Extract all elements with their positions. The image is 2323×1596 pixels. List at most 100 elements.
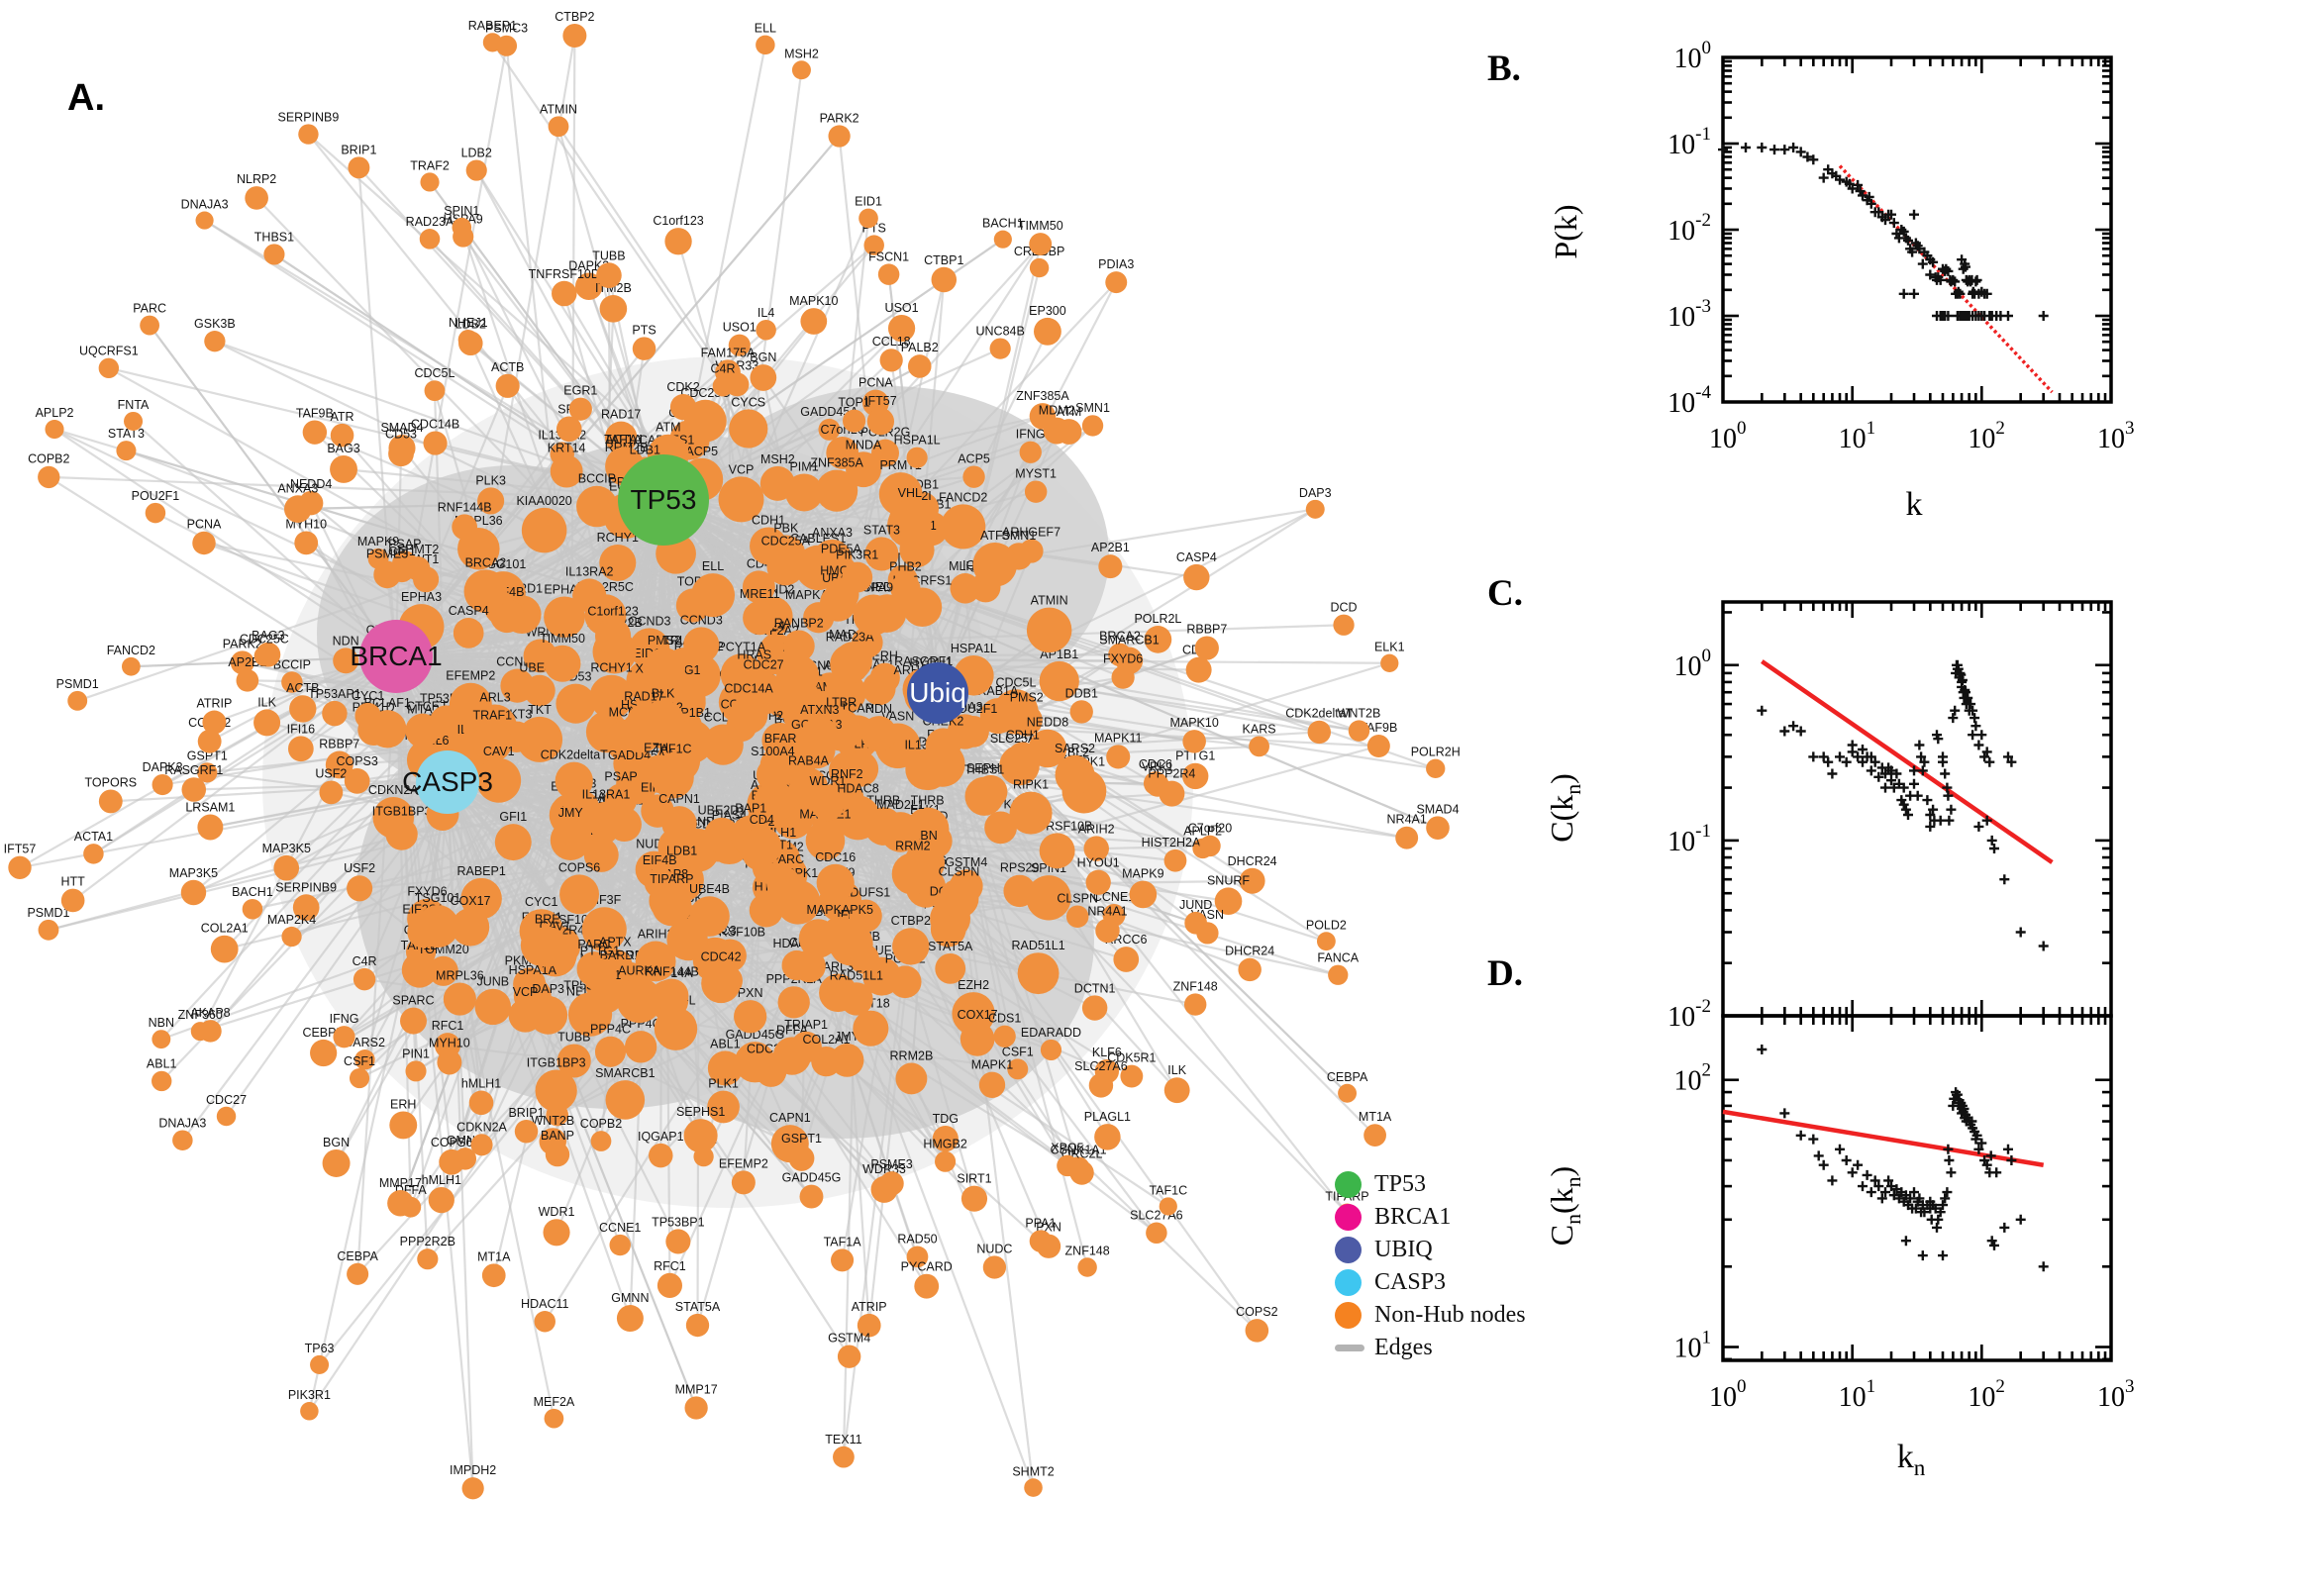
network-node	[1019, 441, 1042, 463]
network-node-label: APLP2	[1183, 825, 1222, 839]
network-node-label: CYC1	[525, 895, 557, 909]
network-node	[216, 1106, 237, 1127]
network-edge	[92, 655, 397, 855]
network-node	[857, 1313, 881, 1338]
network-edge	[394, 46, 508, 657]
network-node-label: PLK3	[475, 473, 506, 487]
network-node-label: CDC5L	[995, 675, 1036, 689]
network-node	[322, 1148, 351, 1177]
scatter-points	[1718, 143, 2049, 321]
network-edge	[447, 1044, 574, 1062]
network-node-label: IMPDH2	[450, 1463, 496, 1477]
tick-label: 103	[2097, 1376, 2135, 1413]
network-node	[960, 1022, 995, 1056]
legend-item-brca1: BRCA1	[1335, 1201, 1563, 1234]
network-node-label: RAD23A	[406, 215, 454, 229]
panel-label-b: B.	[1487, 49, 1521, 89]
network-node-label: COX17	[958, 1008, 998, 1022]
network-node-label: NBN	[149, 1016, 174, 1030]
network-node	[556, 683, 596, 724]
network-node	[685, 1313, 710, 1338]
network-node-label: SPARC	[392, 994, 434, 1008]
legend-label: BRCA1	[1374, 1204, 1452, 1230]
network-node-label: GSTM4	[945, 855, 987, 869]
network-node-label: BGN	[323, 1136, 350, 1149]
network-edge	[936, 244, 1042, 694]
network-edge	[308, 781, 450, 1412]
tick-label: 10-1	[1667, 821, 1711, 857]
plot-frame	[1721, 55, 2113, 404]
panel-label-a: A.	[67, 77, 105, 119]
network-node-label: STAT5A	[675, 1300, 721, 1314]
node-swatch-icon	[1335, 1171, 1362, 1198]
network-node	[287, 736, 314, 762]
network-node-label: ATM	[1057, 405, 1081, 419]
network-node-label: IFI16	[287, 722, 316, 736]
network-node-label: hMLH1	[422, 1173, 461, 1187]
network-node-label: HYOU1	[1077, 856, 1120, 870]
legend-item-non-hub-nodes: Non-Hub nodes	[1335, 1299, 1563, 1332]
axis-label: P(k)	[1548, 204, 1583, 258]
panel-label-c: C.	[1487, 573, 1523, 614]
network-node	[800, 308, 828, 335]
network-node-label: RBBP7	[319, 738, 359, 751]
network-node	[1039, 660, 1079, 702]
network-node	[863, 235, 884, 255]
network-node-label: ZNF148	[1173, 979, 1218, 993]
figure-legend: TP53 BRCA1 UBIQ CASP3 Non-Hub nodes Edges	[1335, 1168, 1563, 1364]
network-edge	[478, 548, 773, 633]
network-node-label: COPS6	[431, 1136, 472, 1149]
network-node	[353, 967, 376, 991]
network-node-label: C4R	[353, 954, 377, 968]
network-node	[1017, 952, 1060, 995]
network-node-label: CDC27	[206, 1093, 247, 1107]
network-node	[116, 441, 137, 461]
network-node	[152, 1030, 171, 1049]
network-node	[524, 674, 556, 707]
network-node-label: PCNA	[858, 376, 893, 390]
network-node	[181, 777, 207, 802]
legend-item-edges: Edges	[1335, 1332, 1563, 1364]
network-node	[935, 1150, 957, 1172]
network-node	[1307, 720, 1331, 745]
network-edge	[834, 692, 939, 884]
network-node-label: EFEMP2	[719, 1156, 768, 1170]
network-edge	[358, 646, 792, 1079]
network-node	[347, 875, 373, 902]
axis-label: C(kn​)	[1544, 773, 1585, 843]
network-node-label: BCCIP	[273, 657, 311, 671]
network-node-label: BRCA2	[1099, 630, 1141, 644]
network-node	[122, 656, 141, 676]
network-node-label: NDN	[333, 634, 359, 648]
network-node	[888, 965, 922, 999]
legend-label: Non-Hub nodes	[1374, 1302, 1526, 1328]
network-node-label: RAD17	[601, 408, 641, 422]
network-node	[210, 935, 239, 963]
network-node	[330, 455, 357, 483]
network-node	[428, 1186, 454, 1214]
network-node	[230, 650, 254, 675]
network-edge	[53, 428, 397, 657]
tick-label: 100	[1674, 38, 1712, 74]
network-node-label: HMGB2	[923, 1138, 967, 1151]
network-node-label: COL2A1	[201, 922, 249, 936]
network-node	[347, 1262, 369, 1285]
network-node-label: GFI1	[499, 810, 527, 824]
network-node-label: GADD45G	[726, 1028, 785, 1042]
network-node	[461, 1477, 484, 1500]
network-node-label: COPB2	[580, 1117, 622, 1131]
network-node-label: TAF1A	[604, 433, 643, 447]
network-node-label: SERPINB9	[275, 880, 337, 894]
network-node	[333, 648, 359, 674]
network-node	[292, 894, 320, 921]
network-node	[1182, 762, 1209, 790]
network-node-label: CLSPN	[1057, 892, 1098, 906]
network-node	[1238, 957, 1262, 982]
network-node	[562, 24, 587, 48]
network-node-label: LDB1	[666, 844, 697, 857]
network-node	[624, 1031, 657, 1063]
network-node	[494, 824, 532, 861]
network-node	[354, 1049, 375, 1070]
plot-C: 100 10-1 10-2 C(kn​)	[1544, 600, 2113, 1033]
node-swatch-icon	[1335, 1269, 1362, 1296]
